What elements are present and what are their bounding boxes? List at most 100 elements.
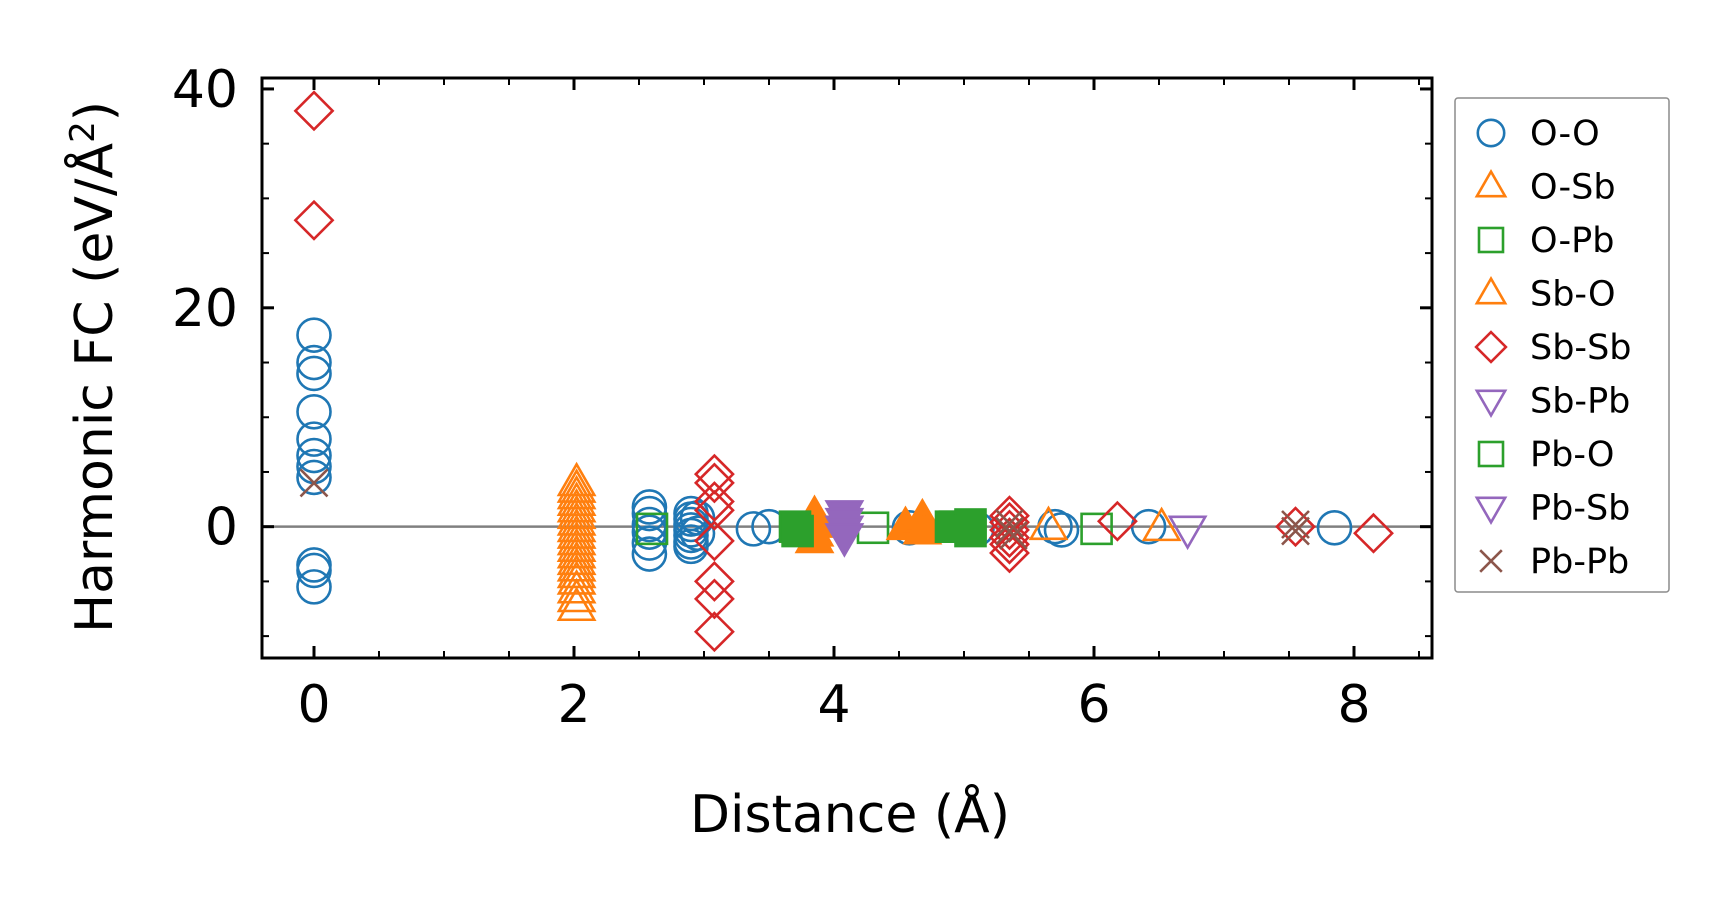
series-pb-o — [778, 508, 987, 548]
legend-item-pb-pb: Pb-Pb — [1479, 542, 1629, 582]
legend-marker-sb-pb — [1474, 389, 1508, 418]
legend-marker-sb-o — [1474, 276, 1508, 305]
legend-item-o-pb: O-Pb — [1477, 221, 1614, 261]
legend-item-sb-o: Sb-O — [1474, 275, 1616, 315]
data-point-o-o — [296, 569, 332, 605]
data-point-sb-sb — [989, 532, 1030, 574]
data-point-pb-pb — [1281, 516, 1310, 546]
data-point-pb-o — [781, 514, 814, 548]
plot-frame — [260, 76, 1434, 660]
legend-marker-o-o — [1476, 118, 1506, 148]
legend-item-o-sb: O-Sb — [1474, 168, 1616, 208]
legend-marker-pb-pb — [1479, 549, 1503, 573]
data-point-sb-sb — [1096, 500, 1138, 542]
data-point-o-pb — [635, 512, 669, 546]
legend-label: Pb-O — [1530, 435, 1614, 475]
data-point-o-pb — [1080, 512, 1113, 546]
legend-marker-pb-o — [1477, 440, 1505, 468]
data-point-sb-sb — [1353, 512, 1394, 554]
data-point-o-sb — [556, 586, 597, 622]
data-point-o-o — [679, 515, 716, 552]
series-pb-sb — [824, 500, 865, 558]
data-point-o-o — [631, 536, 668, 572]
data-point-o-sb — [1028, 505, 1069, 541]
axes-layer — [260, 76, 1434, 660]
data-point-sb-sb — [989, 509, 1030, 551]
legend-label: O-O — [1530, 114, 1600, 154]
legend-item-pb-o: Pb-O — [1477, 435, 1614, 475]
legend-label: Sb-Pb — [1530, 382, 1630, 422]
legend-marker-o-pb — [1477, 226, 1505, 254]
data-point-sb-sb — [693, 489, 735, 531]
legend-marker-o-sb — [1474, 169, 1508, 198]
data-point-o-sb — [556, 568, 597, 604]
legend-marker-pb-sb — [1474, 496, 1508, 525]
data-point-o-o — [296, 317, 332, 353]
data-point-sb-sb — [989, 523, 1030, 565]
data-points-layer — [293, 90, 1394, 653]
data-point-sb-sb — [293, 90, 335, 132]
series-pb-pb — [299, 468, 1310, 550]
data-point-sb-sb — [693, 578, 735, 620]
data-point-o-o — [296, 459, 332, 496]
legend-label: Pb-Pb — [1530, 542, 1629, 582]
data-point-pb-o — [954, 514, 987, 548]
y-tick-label: 20 — [172, 279, 238, 339]
data-point-o-o — [296, 437, 332, 474]
data-point-o-o — [296, 344, 332, 381]
legend-item-pb-sb: Pb-Sb — [1474, 489, 1630, 529]
y-tick-label: 0 — [205, 498, 238, 558]
data-point-pb-pb — [1281, 510, 1310, 539]
data-point-o-o — [296, 552, 332, 589]
legend-item-sb-pb: Sb-Pb — [1474, 382, 1630, 422]
ticks-layer: 0 2 4 6 8 0 20 40 — [172, 60, 1432, 735]
data-point-sb-sb — [989, 517, 1030, 559]
legend-box — [1454, 97, 1670, 593]
data-point-pb-pb — [995, 508, 1024, 538]
data-point-sb-sb — [693, 520, 735, 562]
x-tick-label: 4 — [817, 675, 850, 735]
data-point-sb-sb — [693, 560, 735, 602]
x-axis-label: Distance (Å) — [690, 783, 1010, 845]
data-point-sb-o — [902, 509, 943, 545]
data-point-o-o — [1043, 512, 1080, 548]
data-point-sb-pb — [1167, 515, 1208, 551]
data-point-o-o — [735, 511, 772, 547]
y-axis-label-superscript: 2 — [63, 121, 103, 143]
data-point-pb-pb — [299, 468, 329, 498]
series-o-o — [296, 317, 1353, 605]
data-point-o-sb — [556, 560, 597, 595]
legend-label: Sb-Sb — [1530, 328, 1632, 368]
legend-label: Pb-Sb — [1530, 489, 1630, 529]
legend-label: O-Pb — [1530, 221, 1614, 261]
data-point-o-sb — [1141, 506, 1182, 542]
legend-label: O-Sb — [1530, 168, 1616, 208]
legend-label: Sb-O — [1530, 275, 1616, 315]
data-point-o-o — [1316, 509, 1353, 546]
data-point-o-sb — [556, 577, 597, 613]
x-tick-label: 2 — [557, 675, 590, 735]
y-axis-label-main: Harmonic FC (eV/Å — [63, 142, 125, 633]
data-point-sb-sb — [693, 611, 735, 653]
data-point-o-o — [296, 421, 332, 457]
x-tick-label: 0 — [297, 675, 330, 735]
data-point-sb-sb — [293, 199, 335, 241]
y-tick-label: 40 — [172, 60, 238, 120]
legend-item-o-o: O-O — [1476, 114, 1600, 154]
y-axis-label-suffix: ) — [65, 101, 125, 121]
series-sb-sb — [293, 90, 1394, 653]
data-point-o-o — [296, 355, 332, 392]
x-tick-label: 6 — [1077, 675, 1110, 735]
legend-marker-sb-sb — [1474, 330, 1508, 364]
data-point-sb-sb — [693, 481, 735, 522]
legend: O-O O-Sb O-Pb Sb-O Sb-Sb Sb-Pb Pb-O Pb-Sb Pb-Pb — [1454, 97, 1670, 593]
x-tick-label: 8 — [1337, 675, 1370, 735]
series-sb-pb — [1167, 515, 1208, 551]
data-point-o-o — [296, 393, 332, 430]
data-point-pb-sb — [824, 523, 865, 558]
data-point-o-sb — [556, 533, 597, 569]
y-axis-label: Harmonic FC (eV/Å2) — [63, 101, 125, 633]
legend-item-sb-sb: Sb-Sb — [1474, 328, 1632, 368]
